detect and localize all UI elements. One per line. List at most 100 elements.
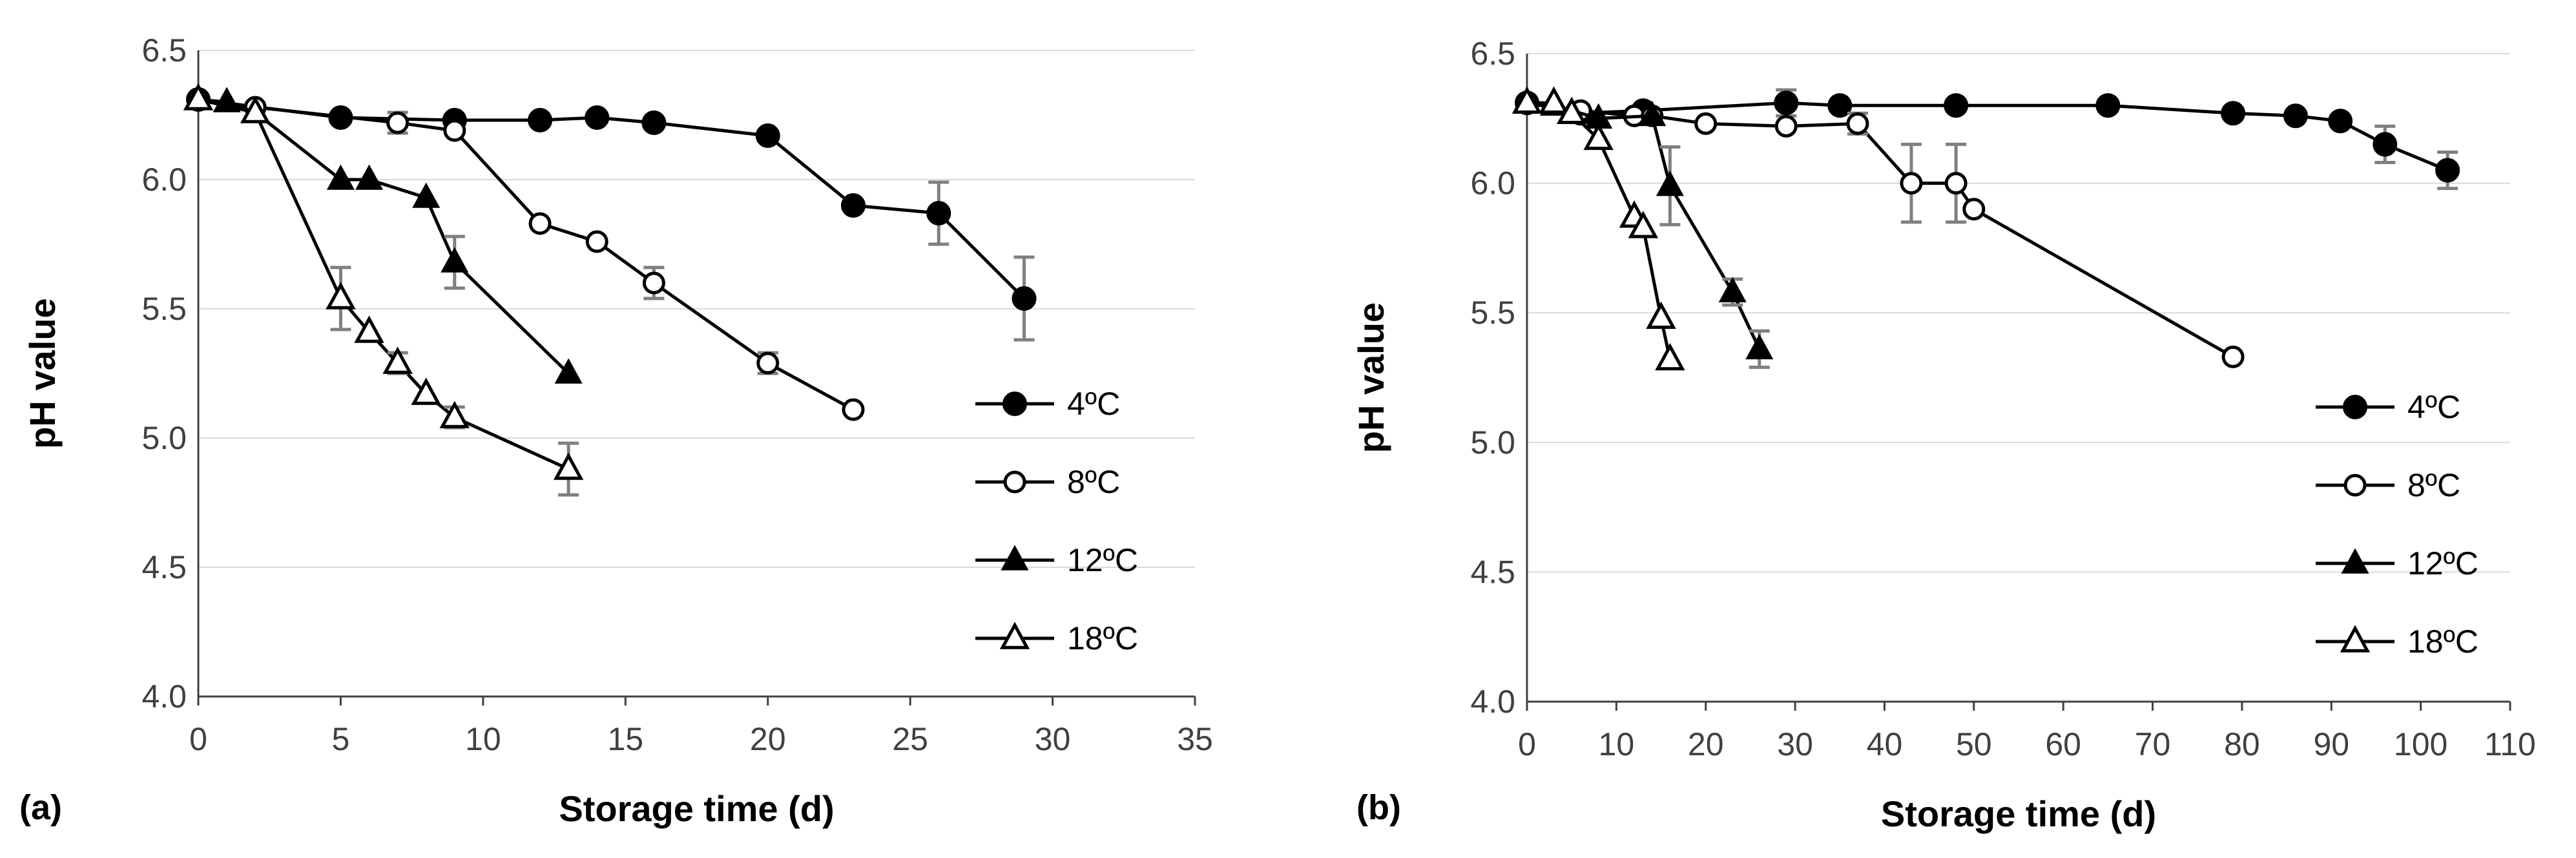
data-point (1774, 114, 1798, 138)
x-tick-label: 10 (1599, 726, 1635, 762)
data-point (1846, 112, 1869, 135)
x-tick-label: 20 (1688, 726, 1724, 762)
y-axis-title: pH value (22, 298, 63, 448)
series-triangle-open (1511, 86, 1685, 371)
data-point (553, 452, 584, 480)
legend-marker (2340, 625, 2371, 653)
data-point (528, 108, 553, 132)
legend-label: 4ºC (1067, 386, 1120, 422)
legend-label: 12ºC (2407, 545, 2478, 581)
y-tick-label: 4.5 (1470, 554, 1515, 590)
series-circle-filled (186, 87, 1037, 342)
x-tick-label: 5 (332, 721, 350, 757)
data-point (326, 282, 356, 309)
y-tick-label: 6.0 (1470, 165, 1515, 202)
panel-label: (a) (19, 788, 62, 827)
data-point (1539, 86, 1569, 114)
legend-marker (2343, 395, 2367, 419)
y-tick-label: 6.5 (141, 32, 187, 68)
legend-marker (2341, 548, 2369, 574)
data-point (842, 398, 865, 421)
legend-entry: 12ºC (975, 542, 1138, 578)
series-triangle-open (183, 83, 584, 497)
legend-label: 18ºC (2407, 623, 2478, 660)
y-tick-label: 5.0 (1470, 424, 1515, 461)
data-point (1556, 96, 1587, 125)
legend-entry: 8ºC (2316, 467, 2460, 503)
data-point (1962, 198, 1986, 221)
x-tick-label: 60 (2045, 726, 2081, 762)
x-tick-label: 10 (465, 721, 501, 757)
data-point (1718, 277, 1747, 302)
data-point (2328, 109, 2353, 134)
series-line (198, 98, 570, 471)
legend-label: 12ºC (1067, 542, 1138, 578)
data-point (1655, 342, 1685, 371)
x-tick-label: 30 (1035, 721, 1071, 757)
x-tick-label: 30 (1777, 726, 1813, 762)
data-point (2435, 158, 2460, 183)
y-tick-label: 4.0 (1470, 684, 1515, 720)
x-tick-label: 100 (2394, 726, 2447, 762)
data-point (1511, 86, 1542, 114)
data-point (1656, 171, 1684, 196)
data-point (528, 212, 552, 235)
legend-marker (1002, 392, 1027, 416)
data-point (2221, 345, 2245, 368)
series-triangle-filled (184, 84, 583, 384)
legend-label: 4ºC (2407, 389, 2460, 425)
series-circle-open (1515, 91, 2245, 368)
data-point (1694, 112, 1718, 135)
data-point (642, 271, 665, 295)
data-point (2283, 103, 2308, 129)
chart-panel-a: 4.0 4.5 5.0 5.5 6.0 6.5 0 5 10 15 20 25 30 35 Storage … (19, 32, 1213, 829)
legend-marker (999, 622, 1030, 649)
data-point (2221, 101, 2246, 126)
data-point (1583, 122, 1614, 151)
y-tick-label: 5.5 (1470, 295, 1515, 331)
data-point (585, 105, 610, 130)
legend-marker (1001, 545, 1029, 570)
legend-entry: 8ºC (975, 464, 1120, 500)
legend-marker (2343, 474, 2367, 497)
x-tick-label: 90 (2313, 726, 2349, 762)
y-tick-label: 5.5 (141, 291, 187, 327)
legend-marker (1003, 470, 1026, 494)
data-point (354, 315, 384, 343)
data-point (183, 83, 214, 110)
x-tick-label: 0 (1518, 726, 1536, 762)
data-point (1012, 286, 1037, 311)
data-point (326, 164, 355, 190)
legend-entry: 12ºC (2316, 545, 2478, 581)
x-axis-title: Storage time (d) (559, 788, 834, 829)
data-point (1900, 172, 1923, 195)
data-point (240, 96, 271, 123)
panel-label: (b) (1356, 788, 1401, 827)
series-line (198, 98, 570, 375)
x-tick-label: 80 (2224, 726, 2260, 762)
y-axis-title: pH value (1351, 302, 1391, 453)
x-tick-label: 35 (1177, 721, 1213, 757)
series-line (198, 98, 1026, 300)
data-point (386, 111, 410, 134)
data-point (641, 110, 667, 135)
data-point (755, 123, 780, 148)
y-tick-label: 4.5 (141, 549, 187, 585)
legend-label: 8ºC (2407, 467, 2460, 503)
y-tick-label: 5.0 (141, 420, 187, 456)
x-axis-title: Storage time (d) (1881, 793, 2156, 834)
data-point (926, 201, 951, 225)
data-point (2373, 132, 2398, 157)
x-tick-label: 50 (1956, 726, 1992, 762)
legend-entry: 18ºC (975, 620, 1138, 656)
data-point (756, 351, 780, 375)
data-point (554, 358, 583, 384)
data-point (1646, 301, 1676, 330)
y-tick-label: 6.5 (1470, 36, 1515, 72)
y-tick-label: 6.0 (141, 162, 187, 198)
data-point (1944, 93, 1969, 118)
legend-entry: 4ºC (2316, 389, 2460, 425)
legend-entry: 4ºC (975, 386, 1120, 422)
chart-panel-b: 4.0 4.5 5.0 5.5 6.0 6.5 0 10 20 30 40 50 60 70 80 90 100… (1351, 36, 2536, 834)
